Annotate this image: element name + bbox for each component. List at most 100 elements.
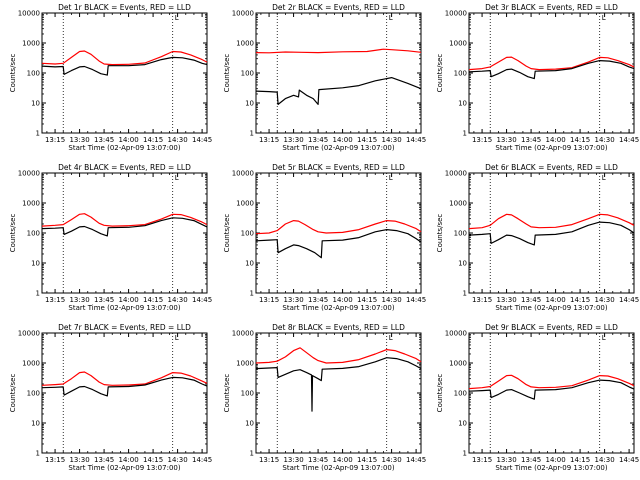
x-tick-label: 13:15 [259, 296, 279, 304]
x-tick-label: 14:30 [595, 456, 615, 464]
y-tick-label: 100 [27, 70, 40, 78]
x-tick-label: 13:15 [45, 136, 65, 144]
y-tick-label: 10000 [232, 330, 254, 338]
panel-title: Det 1r BLACK = Events, RED = LLD [58, 3, 191, 12]
y-tick-label: 10 [245, 260, 254, 268]
y-axis-label: Counts/sec [9, 214, 17, 253]
y-tick-label: 10 [458, 260, 467, 268]
y-tick-label: 100 [241, 70, 254, 78]
x-tick-label: 14:30 [382, 456, 402, 464]
y-tick-label: 100 [241, 390, 254, 398]
x-tick-label: 14:15 [357, 456, 377, 464]
x-tick-label: 14:15 [570, 136, 590, 144]
panel-title: Det 8r BLACK = Events, RED = LLD [272, 323, 405, 332]
x-tick-label: 14:00 [118, 136, 138, 144]
x-tick-label: 14:30 [168, 456, 188, 464]
y-tick-label: 1 [463, 290, 467, 298]
panel-det-1: Det 1r BLACK = Events, RED = LLD 1 10 100 10… [9, 3, 212, 152]
x-tick-label: 14:15 [143, 456, 163, 464]
plot-frame [255, 12, 422, 134]
corner-label: L [175, 174, 179, 182]
x-tick-label: 14:30 [168, 136, 188, 144]
panel-det-2: Det 2r BLACK = Events, RED = LLD 1 10 100 10… [223, 3, 426, 152]
plot-frame [41, 332, 208, 454]
x-tick-label: 13:30 [283, 296, 303, 304]
y-tick-label: 100 [454, 70, 467, 78]
x-tick-label: 14:00 [545, 136, 565, 144]
plot-frame [468, 332, 635, 454]
x-tick-label: 14:00 [118, 296, 138, 304]
x-tick-label: 13:45 [308, 456, 328, 464]
x-axis-label: Start Time (02-Apr-09 13:07:00) [282, 464, 394, 472]
x-tick-label: 14:15 [143, 136, 163, 144]
y-tick-label: 1000 [236, 40, 254, 48]
x-tick-label: 14:15 [570, 296, 590, 304]
x-tick-label: 13:30 [496, 456, 516, 464]
x-tick-label: 14:45 [619, 456, 639, 464]
y-tick-label: 1 [36, 130, 40, 138]
y-tick-label: 1000 [449, 360, 467, 368]
x-tick-label: 14:45 [406, 296, 426, 304]
x-tick-label: 13:45 [308, 136, 328, 144]
x-tick-label: 13:30 [496, 296, 516, 304]
series-lld-line [468, 374, 635, 390]
x-tick-label: 13:30 [69, 456, 89, 464]
y-tick-label: 1 [250, 450, 254, 458]
x-tick-label: 14:30 [168, 296, 188, 304]
x-tick-label: 14:15 [357, 296, 377, 304]
panel-title: Det 6r BLACK = Events, RED = LLD [485, 163, 618, 172]
y-tick-label: 10000 [445, 330, 467, 338]
x-tick-label: 13:15 [472, 456, 492, 464]
series-lld-line [41, 371, 208, 386]
panel-det-6: Det 6r BLACK = Events, RED = LLD 1 10 100 10… [436, 163, 639, 312]
panel-det-5: Det 5r BLACK = Events, RED = LLD 1 10 100 10… [223, 163, 426, 312]
x-tick-label: 13:45 [308, 296, 328, 304]
y-tick-label: 10 [245, 100, 254, 108]
x-tick-label: 13:30 [283, 136, 303, 144]
y-tick-label: 10000 [232, 170, 254, 178]
x-tick-label: 13:30 [283, 456, 303, 464]
y-tick-label: 10000 [445, 170, 467, 178]
panel-title: Det 9r BLACK = Events, RED = LLD [485, 323, 618, 332]
y-tick-label: 1 [463, 450, 467, 458]
series-lld-line [255, 347, 422, 364]
panel-title: Det 3r BLACK = Events, RED = LLD [485, 3, 618, 12]
x-tick-label: 13:45 [94, 456, 114, 464]
x-tick-label: 14:00 [332, 136, 352, 144]
x-axis-label: Start Time (02-Apr-09 13:07:00) [68, 144, 180, 152]
y-tick-label: 10 [458, 100, 467, 108]
x-tick-label: 14:00 [545, 296, 565, 304]
corner-label: L [602, 14, 606, 22]
series-events-line [255, 76, 422, 106]
x-tick-label: 14:15 [357, 136, 377, 144]
x-tick-label: 14:30 [382, 296, 402, 304]
panel-det-3: Det 3r BLACK = Events, RED = LLD 1 10 100 10… [436, 3, 639, 152]
x-tick-label: 14:30 [595, 296, 615, 304]
panel-title: Det 2r BLACK = Events, RED = LLD [272, 3, 405, 12]
y-tick-label: 1 [463, 130, 467, 138]
x-tick-label: 14:00 [545, 456, 565, 464]
y-tick-label: 1000 [22, 200, 40, 208]
panel-det-7: Det 7r BLACK = Events, RED = LLD 1 10 100 10… [9, 323, 212, 472]
y-axis-label: Counts/sec [223, 54, 231, 93]
y-tick-label: 1 [250, 130, 254, 138]
x-axis-label: Start Time (02-Apr-09 13:07:00) [282, 304, 394, 312]
corner-label: L [175, 334, 179, 342]
y-tick-label: 1000 [22, 360, 40, 368]
panel-det-4: Det 4r BLACK = Events, RED = LLD 1 10 100 10… [9, 163, 212, 312]
series-events-line [41, 56, 208, 76]
y-tick-label: 1 [36, 450, 40, 458]
x-tick-label: 14:45 [192, 456, 212, 464]
x-axis-label: Start Time (02-Apr-09 13:07:00) [68, 304, 180, 312]
x-tick-label: 13:30 [496, 136, 516, 144]
y-tick-label: 10 [458, 420, 467, 428]
y-axis-label: Counts/sec [223, 214, 231, 253]
x-tick-label: 14:45 [619, 136, 639, 144]
x-tick-label: 14:45 [619, 296, 639, 304]
x-tick-label: 13:15 [472, 136, 492, 144]
x-tick-label: 13:45 [521, 456, 541, 464]
series-events-line [468, 379, 635, 400]
y-tick-label: 1000 [449, 200, 467, 208]
series-lld-line [41, 50, 208, 66]
